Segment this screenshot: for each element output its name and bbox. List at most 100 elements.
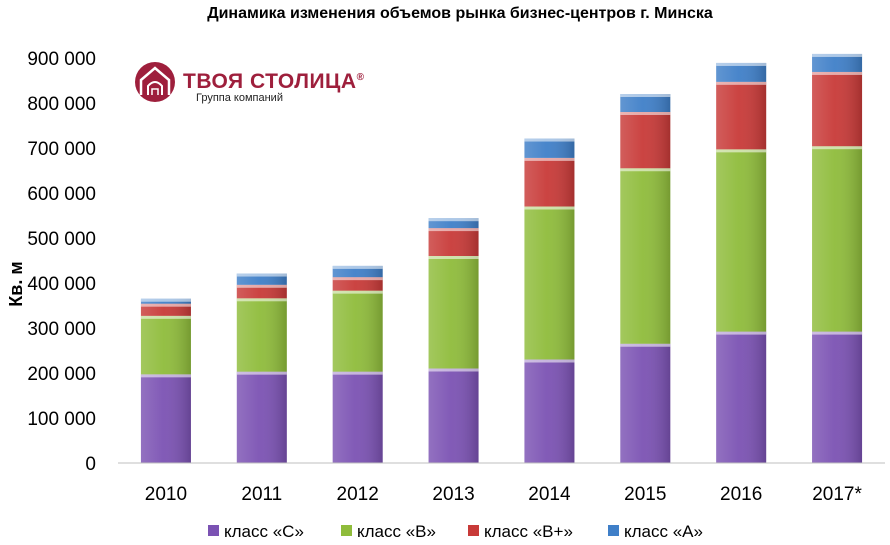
bar-segment-shading [812, 53, 863, 72]
bar-stack [716, 62, 767, 463]
legend-item: класс «А» [608, 522, 703, 541]
legend-label: класс «С» [224, 522, 304, 541]
logo-name: ТВОЯ СТОЛИЦА [183, 70, 357, 93]
bar-stack [812, 53, 863, 463]
legend-swatch [208, 525, 219, 536]
bars [140, 53, 863, 463]
legend-swatch [468, 525, 479, 536]
bar-segment-highlight [236, 273, 287, 277]
x-category-label: 2011 [241, 484, 282, 505]
legend-item: класс «С» [208, 522, 304, 541]
bar-segment-shading [620, 94, 671, 112]
bar-segment-shading [812, 146, 863, 332]
bar-segment-shading [236, 284, 287, 299]
legend: класс «С» класс «В» класс «В+» класс «А» [208, 522, 703, 541]
bar-stack [236, 273, 287, 463]
y-tick-label: 0 [85, 454, 96, 475]
bar-segment-shading [332, 290, 383, 372]
bar-segment-shading [332, 265, 383, 278]
bar-stack [620, 94, 671, 463]
y-tick-label: 100 000 [27, 409, 96, 430]
bar-segment-shading [332, 371, 383, 463]
bar-segment-highlight [812, 71, 863, 75]
x-category-label: 2017* [812, 484, 862, 505]
bar-segment-highlight [812, 331, 863, 335]
y-tick-label: 200 000 [27, 364, 96, 385]
bar-segment-highlight [524, 138, 575, 142]
bar-segment-highlight [716, 81, 767, 85]
bar-segment-shading [620, 168, 671, 344]
bar-segment-shading [716, 62, 767, 82]
bar-segment-highlight [140, 315, 191, 319]
y-tick-label: 900 000 [27, 49, 96, 70]
bar-segment-shading [332, 277, 383, 291]
bar-stack [524, 138, 575, 463]
bar-segment-highlight [332, 265, 383, 269]
legend-swatch [608, 525, 619, 536]
bar-segment-highlight [716, 62, 767, 66]
bar-segment-shading [812, 331, 863, 463]
legend-item: класс «В+» [468, 522, 573, 541]
bar-segment-highlight [620, 94, 671, 97]
bar-segment-highlight [332, 277, 383, 281]
x-category-label: 2013 [432, 484, 474, 505]
house-arch-icon [135, 62, 175, 102]
x-axis-categories: 2010 2011 2012 2013 2014 2015 2016 2017* [145, 484, 863, 505]
y-tick-label: 600 000 [27, 184, 96, 205]
bar-segment-highlight [716, 331, 767, 335]
bar-segment-shading [140, 374, 191, 463]
bar-segment-shading [428, 368, 479, 463]
bar-segment-shading [428, 218, 479, 229]
legend-label: класс «В+» [484, 522, 573, 541]
bar-segment-shading [524, 359, 575, 463]
y-axis-label: Кв. м [6, 261, 26, 306]
x-category-label: 2010 [145, 484, 187, 505]
bar-stack [428, 218, 479, 463]
y-axis-ticks: 0 100 000 200 000 300 000 400 000 500 000 600 … [27, 49, 96, 475]
bar-stack [140, 298, 191, 463]
bar-segment-highlight [524, 157, 575, 161]
x-category-label: 2015 [624, 484, 666, 505]
bar-segment-shading [524, 138, 575, 158]
bar-segment-highlight [332, 290, 383, 294]
bar-stack [332, 265, 383, 463]
bar-segment-shading [812, 71, 863, 147]
x-category-label: 2016 [720, 484, 762, 505]
y-tick-label: 300 000 [27, 319, 96, 340]
legend-item: класс «В» [341, 522, 436, 541]
bar-segment-shading [428, 256, 479, 369]
bar-segment-shading [716, 331, 767, 463]
bar-segment-shading [140, 315, 191, 375]
bar-segment-shading [428, 228, 479, 256]
y-tick-label: 800 000 [27, 94, 96, 115]
bar-segment-highlight [428, 228, 479, 232]
bar-segment-highlight [140, 303, 191, 307]
bar-segment-highlight [620, 112, 671, 115]
bar-segment-shading [620, 343, 671, 463]
bar-segment-highlight [140, 374, 191, 378]
y-tick-label: 400 000 [27, 274, 96, 295]
bar-segment-shading [620, 112, 671, 169]
bar-segment-highlight [812, 53, 863, 57]
bar-segment-shading [524, 206, 575, 360]
legend-swatch [341, 525, 352, 536]
bar-segment-highlight [428, 218, 479, 222]
bar-segment-highlight [524, 206, 575, 210]
bar-segment-shading [236, 298, 287, 372]
y-tick-label: 700 000 [27, 139, 96, 160]
bar-segment-highlight [716, 149, 767, 153]
bar-segment-highlight [428, 256, 479, 259]
bar-segment-highlight [236, 284, 287, 288]
bar-segment-highlight [140, 298, 191, 302]
x-category-label: 2012 [337, 484, 379, 505]
y-tick-label: 500 000 [27, 229, 96, 250]
bar-segment-shading [140, 303, 191, 316]
bar-segment-highlight [620, 168, 671, 172]
bar-segment-shading [236, 273, 287, 285]
x-category-label: 2014 [528, 484, 571, 505]
bar-segment-highlight [332, 371, 383, 375]
bar-segment-shading [716, 149, 767, 332]
bar-segment-shading [524, 157, 575, 207]
